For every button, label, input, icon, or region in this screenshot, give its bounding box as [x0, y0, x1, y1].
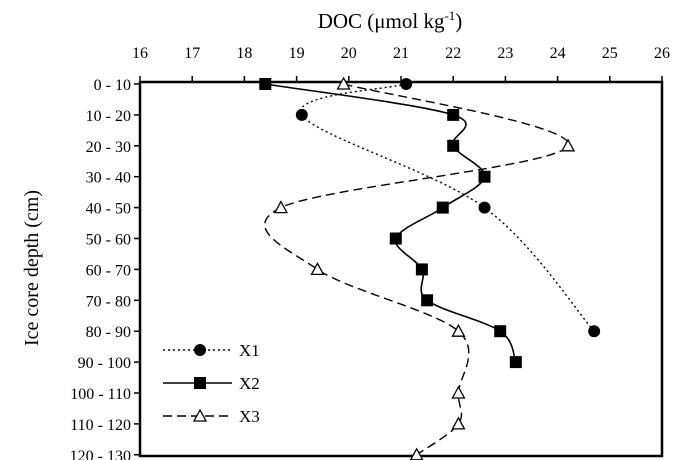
x-tick-label: 22 [445, 45, 461, 62]
x-tick-label: 23 [497, 45, 513, 62]
point-x2 [447, 139, 460, 152]
point-x1 [400, 78, 413, 90]
legend-marker-x2 [194, 377, 206, 389]
x-tick-label: 18 [236, 45, 252, 62]
legend-label-x3: X3 [239, 407, 260, 426]
point-x2 [389, 232, 402, 245]
chart-title: DOC (μmol kg-1) [318, 8, 463, 33]
y-tick-label: 10 - 20 [86, 108, 131, 125]
point-x3 [451, 323, 466, 337]
point-x2 [509, 356, 522, 369]
point-x2 [421, 294, 434, 307]
y-tick-label: 110 - 120 [70, 417, 131, 434]
point-x2 [478, 170, 491, 183]
legend-label-x1: X1 [239, 341, 260, 360]
y-tick-label: 0 - 10 [94, 77, 131, 94]
y-tick-label: 60 - 70 [86, 262, 131, 279]
point-x3 [310, 262, 325, 276]
y-tick-label: 40 - 50 [86, 201, 131, 218]
y-tick-label: 30 - 40 [86, 170, 131, 187]
point-x2 [447, 108, 460, 121]
point-x3 [451, 385, 466, 399]
chart-title-sup: -1 [444, 8, 455, 23]
y-tick-label: 80 - 90 [86, 324, 131, 341]
y-tick-label: 20 - 30 [86, 139, 131, 156]
point-x3 [273, 200, 289, 214]
chart-title-close: ) [455, 9, 462, 33]
x-tick-label: 19 [289, 45, 305, 62]
axes: 16 17 18 19 20 21 22 23 24 25 26 0 - 10 10 - 20 20 - … [70, 45, 670, 460]
point-x2 [436, 201, 449, 214]
point-x3 [409, 447, 424, 460]
y-tick-label: 90 - 100 [78, 355, 131, 372]
point-x2 [259, 78, 272, 90]
x-tick-label: 24 [550, 45, 566, 62]
legend-marker-x1 [194, 344, 206, 356]
point-x3 [560, 138, 576, 152]
x-tick-label: 25 [602, 45, 618, 62]
x-tick-label: 20 [341, 45, 357, 62]
x-tick-label: 26 [654, 45, 670, 62]
y-tick-label: 100 - 110 [70, 386, 131, 403]
point-x3 [336, 76, 351, 90]
y-tick-label: 120 - 130 [70, 448, 131, 460]
y-axis-label: Ice core depth (cm) [21, 190, 43, 346]
point-x3 [451, 416, 466, 430]
point-x1 [588, 325, 601, 338]
x-tick-label: 16 [132, 45, 148, 62]
legend-marker-x3 [192, 408, 208, 422]
point-x1 [478, 201, 491, 214]
point-x1 [295, 108, 308, 121]
y-tick-label: 70 - 80 [86, 293, 131, 310]
point-x2 [494, 325, 507, 338]
chart-title-main: DOC (μmol kg [318, 9, 445, 33]
series-line-x2 [265, 83, 517, 363]
y-tick-label: 50 - 60 [86, 232, 131, 249]
legend: X1 X2 X3 [163, 341, 260, 426]
legend-label-x2: X2 [239, 374, 260, 393]
x-tick-label: 17 [184, 45, 200, 62]
point-x2 [415, 263, 428, 276]
x-tick-label: 21 [393, 45, 409, 62]
series-line-x3 [264, 83, 569, 456]
series-markers [259, 76, 601, 460]
plot-frame [138, 80, 664, 458]
